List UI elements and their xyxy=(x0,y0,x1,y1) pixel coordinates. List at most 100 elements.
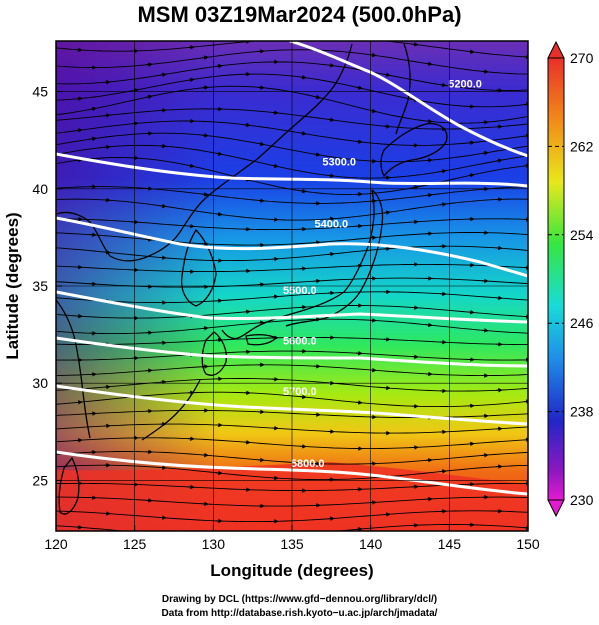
wind-arrow xyxy=(481,150,489,156)
streamline xyxy=(56,108,528,130)
wind-arrow xyxy=(439,82,447,88)
wind-arrow xyxy=(187,45,195,50)
wind-arrow xyxy=(383,210,391,215)
wind-arrow xyxy=(523,133,528,139)
wind-arrow xyxy=(523,163,528,169)
colorbar-tick-label: 254 xyxy=(570,227,594,243)
wind-arrow xyxy=(481,328,489,333)
wind-arrow xyxy=(103,384,111,390)
wind-arrow xyxy=(523,399,528,404)
wind-arrow xyxy=(495,158,503,163)
streamline xyxy=(56,245,528,262)
y-tick-label: 45 xyxy=(32,84,48,100)
streamline xyxy=(56,49,528,75)
streamline xyxy=(56,186,528,204)
wind-arrow xyxy=(103,79,111,85)
streamline xyxy=(56,218,528,231)
wind-arrow xyxy=(467,173,475,178)
wind-arrow xyxy=(327,63,335,68)
y-tick-label: 35 xyxy=(32,278,48,294)
wind-arrow xyxy=(425,118,433,124)
streamline xyxy=(56,263,528,273)
contour-label: 5300.0 xyxy=(322,156,356,168)
wind-arrow xyxy=(425,322,433,328)
credit-data: Data from http://database.rish.kyoto−u.a… xyxy=(161,608,438,619)
streamline xyxy=(56,378,528,392)
wind-arrow xyxy=(159,203,167,209)
wind-arrow xyxy=(327,251,335,257)
wind-arrow xyxy=(257,85,265,90)
x-axis: 120 125 130 135 140 145 150 xyxy=(44,525,540,552)
wind-arrow xyxy=(89,136,97,142)
wind-arrow xyxy=(523,102,528,107)
wind-arrow xyxy=(75,96,83,101)
wind-arrow xyxy=(271,110,279,115)
wind-arrow xyxy=(201,55,209,60)
colorbar-tick-label: 230 xyxy=(570,492,594,508)
streamline xyxy=(56,318,528,335)
streamline xyxy=(56,41,528,58)
colorbar-tick-label: 246 xyxy=(570,315,594,331)
colorbar-tick-label: 270 xyxy=(570,50,594,66)
wind-arrow xyxy=(134,529,139,531)
y-tick-label: 25 xyxy=(32,472,48,488)
contour-labels: 5200.0 5300.0 5400.0 5500.0 5600.0 5700.0 5800… xyxy=(283,79,482,470)
wind-arrow xyxy=(538,144,544,145)
streamline xyxy=(56,364,528,377)
wind-arrow xyxy=(439,202,447,207)
y-tick-label: 30 xyxy=(32,375,48,391)
wind-arrow xyxy=(215,470,223,476)
wind-arrow xyxy=(257,141,265,147)
streamline xyxy=(56,336,528,346)
wind-arrow xyxy=(145,94,153,100)
wind-arrow xyxy=(75,400,83,405)
wind-arrow xyxy=(89,106,97,112)
streamline xyxy=(56,409,528,419)
streamline xyxy=(56,61,528,91)
wind-arrow xyxy=(131,88,139,93)
contour-label: 5700.0 xyxy=(283,386,317,398)
wind-arrow xyxy=(131,121,139,126)
streamline xyxy=(56,496,528,507)
wind-arrow xyxy=(271,163,279,169)
contour-label: 5400.0 xyxy=(315,219,349,231)
x-tick-label: 150 xyxy=(516,536,540,552)
x-tick-label: 130 xyxy=(202,536,226,552)
streamline xyxy=(56,291,528,304)
x-tick-label: 120 xyxy=(44,536,68,552)
wind-arrow xyxy=(355,526,363,531)
contour-label: 5600.0 xyxy=(283,335,317,347)
contour-label: 5800.0 xyxy=(291,458,325,470)
wind-arrow xyxy=(355,85,363,90)
x-tick-label: 145 xyxy=(438,536,462,552)
contour-label: 5200.0 xyxy=(448,79,482,91)
colorbar-tick-label: 238 xyxy=(570,404,594,420)
wind-arrow xyxy=(243,309,251,314)
wind-arrow xyxy=(369,52,377,58)
wind-arrow xyxy=(425,61,433,67)
wind-arrow xyxy=(299,74,307,80)
wind-arrow xyxy=(383,72,391,77)
colorbar-tick-label: 262 xyxy=(570,138,594,154)
wind-arrow xyxy=(201,192,209,197)
wind-arrow xyxy=(313,94,321,100)
wind-arrow xyxy=(243,122,251,128)
wind-arrow xyxy=(481,69,489,74)
streamline xyxy=(56,423,528,434)
streamline xyxy=(56,391,528,408)
x-axis-label: Longitude (degrees) xyxy=(210,561,373,580)
wind-arrow xyxy=(425,192,433,198)
y-axis-label: Latitude (degrees) xyxy=(3,212,22,359)
wind-arrow xyxy=(257,457,265,463)
wind-arrow xyxy=(411,42,419,47)
wind-arrow xyxy=(355,139,363,144)
wind-arrow xyxy=(299,188,307,194)
coastline xyxy=(56,43,448,515)
x-tick-label: 140 xyxy=(359,536,383,552)
streamline xyxy=(56,305,528,319)
chart-title: MSM 03Z19Mar2024 (500.0hPa) xyxy=(137,2,462,27)
colorbar-top-arrow xyxy=(547,40,565,59)
y-tick-label: 40 xyxy=(32,181,48,197)
wind-arrow xyxy=(327,173,335,178)
